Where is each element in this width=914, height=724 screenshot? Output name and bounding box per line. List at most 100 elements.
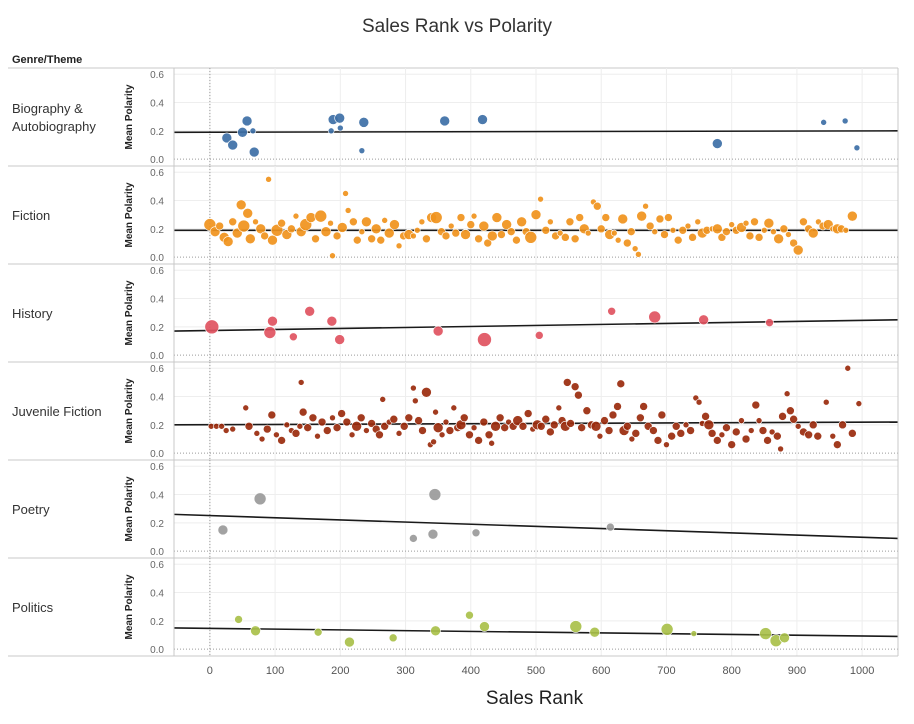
data-point — [673, 235, 683, 245]
y-tick-label: 0.4 — [150, 99, 164, 110]
data-point — [584, 229, 592, 237]
data-point — [678, 225, 688, 235]
data-point — [534, 331, 544, 340]
data-point — [356, 413, 366, 423]
data-point — [334, 334, 345, 345]
data-point — [628, 435, 636, 443]
data-point — [380, 421, 389, 431]
data-point — [410, 232, 417, 240]
data-point — [712, 223, 723, 235]
data-point — [722, 227, 731, 236]
data-point — [245, 233, 256, 245]
data-point — [465, 430, 474, 440]
data-point — [651, 228, 659, 235]
data-point — [616, 379, 626, 389]
data-point — [234, 615, 243, 624]
data-point — [442, 418, 450, 426]
data-point — [367, 234, 376, 244]
data-point — [215, 221, 224, 231]
data-point — [287, 224, 296, 234]
data-point — [228, 217, 238, 227]
data-point — [242, 404, 250, 412]
y-tick-label: 0.0 — [150, 645, 164, 656]
x-axis-title: Sales Rank — [485, 688, 584, 709]
data-point — [606, 522, 615, 532]
data-point — [536, 421, 546, 431]
data-point — [421, 387, 432, 398]
data-point — [566, 419, 575, 428]
data-point — [313, 627, 323, 637]
data-point — [410, 384, 417, 392]
data-point — [477, 114, 488, 125]
x-tick-label: 300 — [396, 665, 414, 677]
x-tick-label: 1000 — [850, 665, 874, 677]
y-tick-label: 0.0 — [150, 155, 164, 166]
data-point — [750, 217, 759, 227]
y-tick-label: 0.0 — [150, 547, 164, 558]
data-point — [491, 212, 503, 223]
data-point — [636, 413, 645, 423]
data-point — [263, 326, 277, 339]
data-point — [727, 440, 736, 449]
data-point — [695, 398, 703, 406]
data-point — [663, 441, 670, 448]
data-point — [742, 219, 750, 227]
data-point — [530, 209, 542, 221]
data-point — [250, 625, 261, 637]
data-point — [759, 627, 772, 640]
data-point — [563, 378, 572, 387]
data-point — [669, 226, 677, 234]
data-point — [745, 231, 755, 241]
data-point — [260, 231, 269, 241]
y-tick-label: 0.2 — [150, 519, 164, 530]
data-point — [636, 210, 647, 222]
data-point — [512, 235, 521, 245]
data-point — [741, 434, 751, 444]
data-point — [758, 426, 768, 435]
y-tick-label: 0.2 — [150, 617, 164, 628]
data-point — [722, 423, 731, 432]
data-point — [262, 424, 272, 434]
data-point — [327, 127, 335, 135]
data-point — [516, 216, 527, 228]
data-point — [412, 397, 419, 405]
panel-label: Autobiography — [12, 119, 96, 134]
data-point — [760, 226, 768, 234]
data-point — [477, 332, 492, 347]
data-point — [459, 413, 469, 423]
data-point — [413, 226, 421, 234]
data-point — [853, 144, 861, 152]
data-point — [631, 429, 641, 438]
data-point — [841, 117, 849, 125]
data-point — [747, 427, 755, 434]
data-point — [314, 432, 321, 440]
data-point — [694, 218, 702, 226]
y-tick-label: 0.4 — [150, 491, 164, 502]
data-point — [218, 422, 225, 430]
data-point — [291, 429, 301, 438]
y-tick-label: 0.6 — [150, 462, 164, 473]
data-point — [429, 211, 443, 224]
data-point — [707, 429, 717, 438]
column-header-genre-theme: Genre/Theme — [12, 54, 83, 66]
data-point — [388, 633, 398, 643]
data-point — [217, 524, 229, 536]
data-point — [738, 417, 745, 424]
data-point — [332, 231, 342, 241]
data-point — [332, 423, 342, 432]
data-point — [664, 213, 673, 222]
data-point — [549, 420, 559, 430]
data-point — [376, 235, 386, 245]
data-point — [296, 422, 304, 430]
panel-label: Poetry — [12, 502, 50, 517]
data-point — [303, 423, 313, 432]
data-point — [617, 213, 629, 225]
data-point — [399, 421, 409, 431]
data-point — [701, 412, 710, 421]
data-point — [222, 427, 230, 434]
panel-politics: 0.0 0.2 0.4 0.6 Mean Polarity Politics — [8, 558, 899, 657]
y-tick-label: 0.2 — [150, 323, 164, 334]
data-point — [541, 414, 551, 424]
data-point — [326, 315, 338, 327]
data-point — [267, 410, 277, 420]
